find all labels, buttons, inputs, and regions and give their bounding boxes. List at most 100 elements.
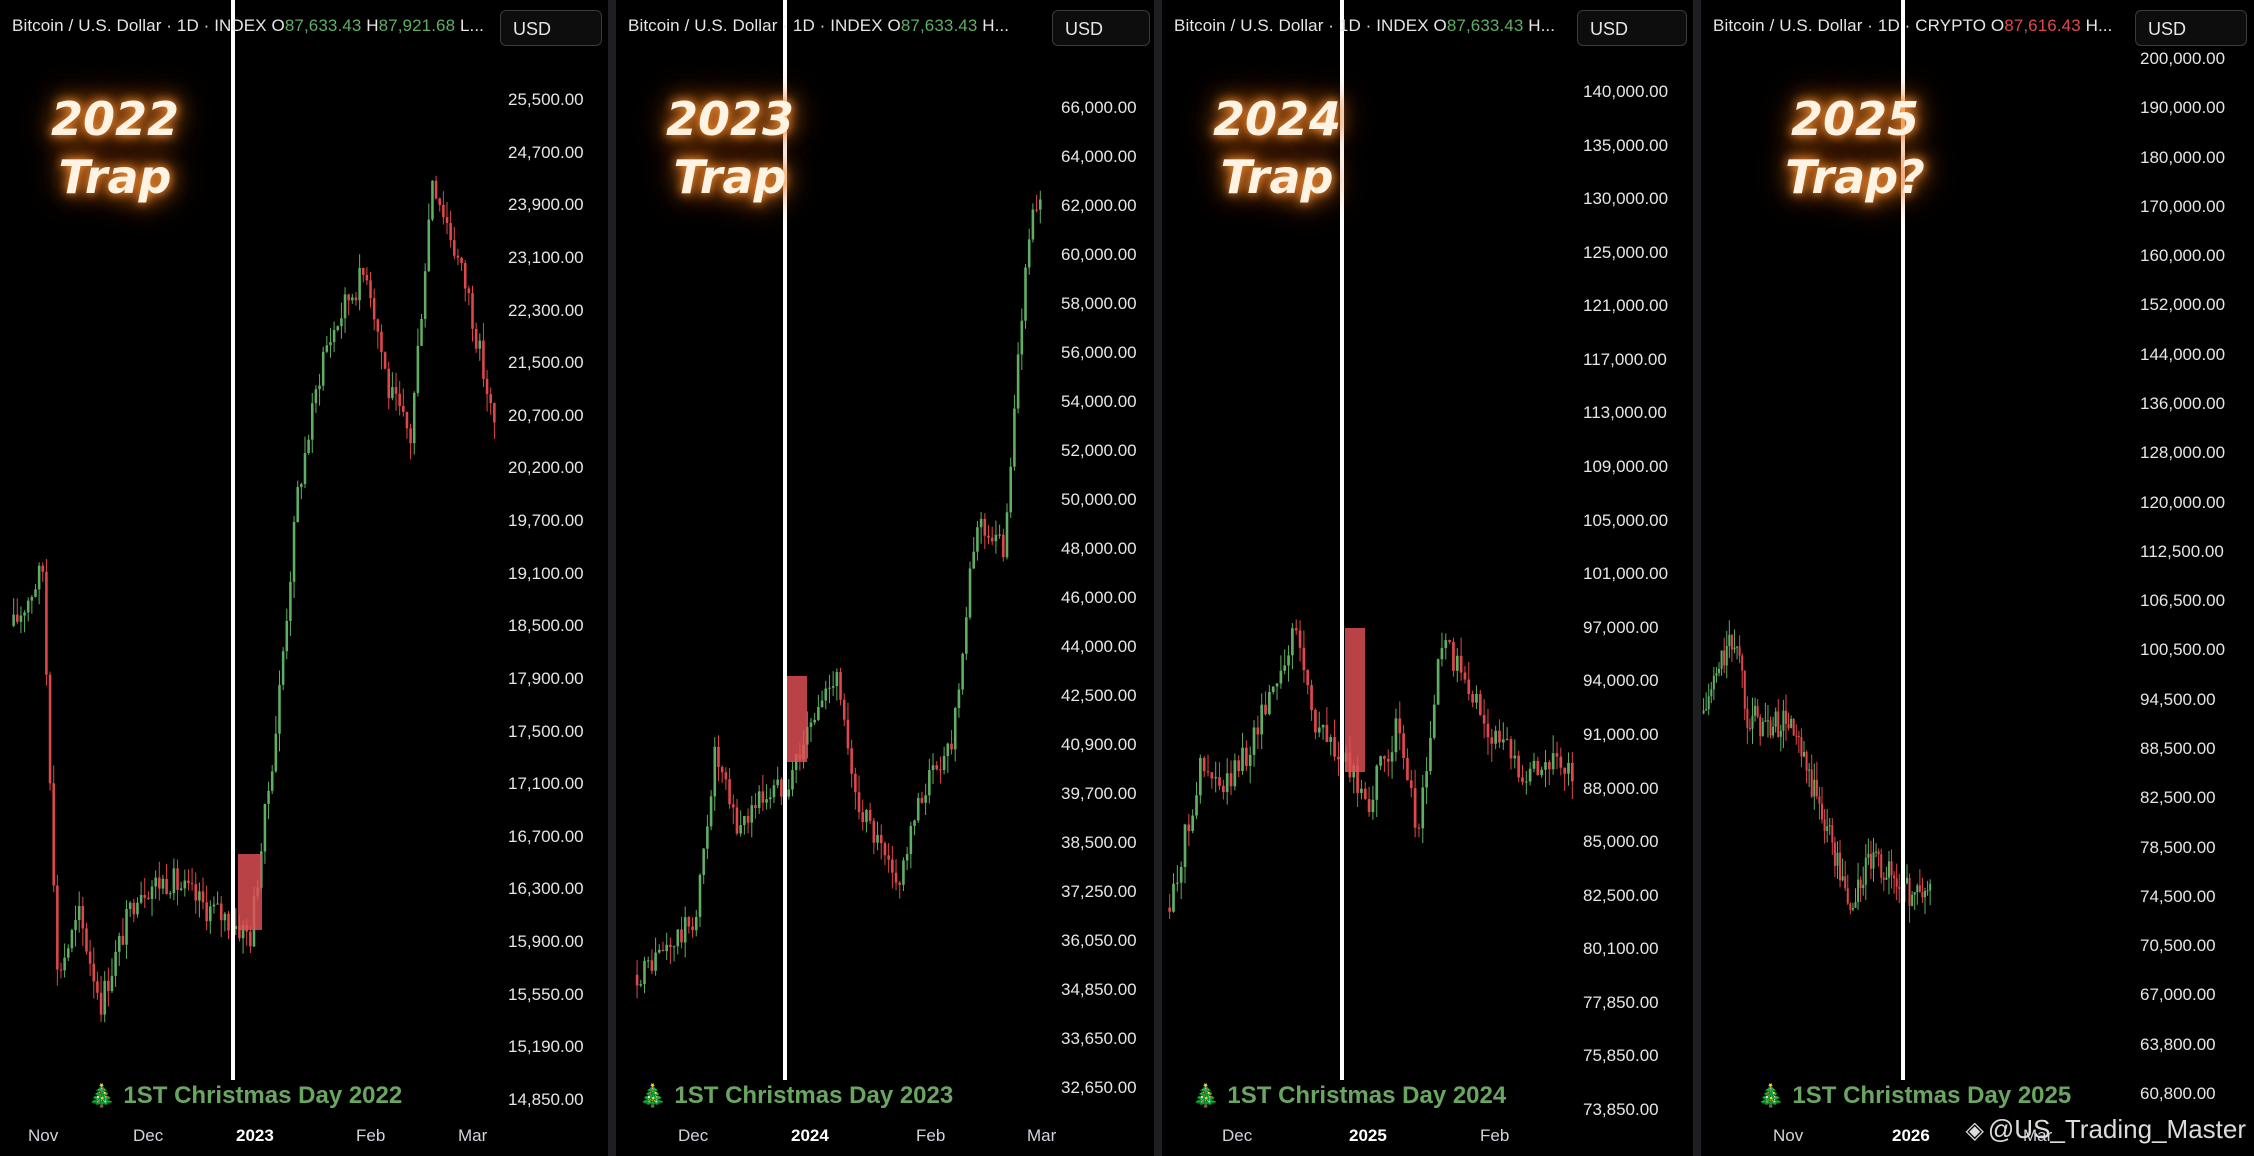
price-tick-label: 64,000.00 xyxy=(1061,147,1137,166)
candle-body xyxy=(1924,890,1927,898)
candle-body xyxy=(1540,769,1543,776)
currency-button[interactable]: USD xyxy=(2135,10,2247,46)
label-year: 2025 xyxy=(1790,92,1920,146)
candle-body xyxy=(347,294,350,301)
price-tick-label: 37,250.00 xyxy=(1061,882,1137,901)
candle-body xyxy=(1287,655,1290,666)
candle-body xyxy=(1787,723,1790,728)
candle-body xyxy=(1890,861,1893,876)
candle-body xyxy=(176,868,179,890)
candle-body xyxy=(1836,852,1839,866)
candle-body xyxy=(1168,907,1172,912)
candle-body xyxy=(1417,827,1421,829)
symbol-header: Bitcoin / U.S. Dollar · 1D · CRYPTO O87,… xyxy=(1713,16,2112,36)
price-tick-label: 117,000.00 xyxy=(1583,349,1667,369)
currency-button[interactable]: USD xyxy=(1577,10,1687,46)
candle-body xyxy=(110,975,114,992)
price-tick-label: 16,700.00 xyxy=(508,826,584,846)
candle-body xyxy=(1712,675,1715,690)
time-tick-label: Nov xyxy=(1773,1126,1804,1145)
chart-panel-2025[interactable]: Bitcoin / U.S. Dollar · 1D · CRYPTO O87,… xyxy=(1701,0,2254,1156)
candle-body xyxy=(420,318,423,346)
price-tick-label: 23,100.00 xyxy=(508,247,584,267)
candle-body xyxy=(1563,767,1567,774)
open-label: O xyxy=(1433,16,1447,35)
candle-body xyxy=(474,328,478,349)
candle-body xyxy=(1175,882,1179,884)
candlestick-series-2022 xyxy=(12,175,496,1023)
price-tick-label: 20,200.00 xyxy=(508,458,584,478)
label-year: 2024 xyxy=(1212,92,1342,146)
time-tick-label: Dec xyxy=(133,1126,164,1145)
candle-body xyxy=(1260,704,1264,735)
candle-body xyxy=(1898,886,1901,890)
candle-body xyxy=(453,240,456,256)
candle-body xyxy=(1509,739,1513,759)
candle-body xyxy=(728,779,731,805)
candle-body xyxy=(16,614,19,622)
candle-body xyxy=(1779,730,1782,737)
candle-body xyxy=(1191,815,1195,831)
price-tick-label: 74,500.00 xyxy=(2140,886,2216,906)
watermark-text: @US_Trading_Master xyxy=(1987,1114,2246,1144)
panel-divider[interactable] xyxy=(1154,0,1162,1156)
price-tick-label: 60,800.00 xyxy=(2140,1084,2216,1103)
candle-body xyxy=(52,783,55,886)
chart-panel-2023[interactable]: Bitcoin / U.S. Dollar · 1D · INDEX O87,6… xyxy=(616,0,1154,1156)
currency-button[interactable]: USD xyxy=(500,10,602,46)
candle-body xyxy=(1570,762,1574,782)
price-tick-label: 40,900.00 xyxy=(1061,735,1137,754)
candle-body xyxy=(183,880,187,889)
candle-body xyxy=(1463,672,1467,680)
candle-body xyxy=(179,888,183,890)
trap-label-2022: 2022 Trap xyxy=(0,90,235,206)
candle-body xyxy=(267,790,270,804)
candle-body xyxy=(846,719,850,749)
panel-divider[interactable] xyxy=(1693,0,1701,1156)
candle-body xyxy=(1436,659,1440,705)
price-tick-label: 82,500.00 xyxy=(2140,788,2216,808)
time-tick-label: 2025 xyxy=(1349,1126,1387,1145)
candle-body xyxy=(754,805,757,809)
candle-body xyxy=(227,913,230,931)
candle-body xyxy=(1237,760,1241,772)
candle-body xyxy=(1854,902,1857,908)
candle-body xyxy=(369,280,372,299)
candle-body xyxy=(1702,710,1705,714)
price-tick-label: 88,000.00 xyxy=(1583,778,1659,798)
price-tick-label: 94,500.00 xyxy=(2140,689,2216,709)
candle-body xyxy=(1210,772,1214,779)
price-tick-label: 21,500.00 xyxy=(508,353,584,373)
candle-body xyxy=(1233,760,1237,787)
chart-panel-2024[interactable]: Bitcoin / U.S. Dollar · 1D · INDEX O87,6… xyxy=(1162,0,1693,1156)
candle-body xyxy=(1325,724,1329,742)
time-tick-label: Mar xyxy=(458,1126,488,1145)
candle-body xyxy=(1306,670,1310,686)
candle-body xyxy=(1035,209,1038,211)
currency-button[interactable]: USD xyxy=(1052,10,1150,46)
candle-body xyxy=(1831,825,1834,843)
header-overflow: H... xyxy=(982,16,1010,35)
candle-body xyxy=(147,897,150,899)
candle-body xyxy=(1864,857,1867,885)
candle-body xyxy=(307,439,310,454)
panel-divider[interactable] xyxy=(608,0,616,1156)
price-tick-label: 66,000.00 xyxy=(1061,98,1137,117)
time-tick-label: Feb xyxy=(356,1126,386,1145)
candle-body xyxy=(281,651,285,685)
candle-body xyxy=(485,378,489,395)
candle-body xyxy=(1772,726,1775,736)
watermark: ◈ @US_Trading_Master xyxy=(1965,1114,2246,1145)
candle-body xyxy=(1482,714,1486,724)
candle-body xyxy=(1524,781,1528,783)
price-tick-label: 77,850.00 xyxy=(1583,992,1659,1012)
candle-body xyxy=(672,946,676,948)
candle-body xyxy=(1027,239,1031,268)
time-tick-label: 2023 xyxy=(236,1126,274,1145)
candle-body xyxy=(1478,694,1482,715)
candle-body xyxy=(828,687,831,689)
price-tick-label: 14,850.00 xyxy=(508,1090,584,1109)
candle-body xyxy=(887,855,890,860)
chart-panel-2022[interactable]: Bitcoin / U.S. Dollar · 1D · INDEX O87,6… xyxy=(0,0,608,1156)
price-tick-label: 50,000.00 xyxy=(1061,490,1137,509)
